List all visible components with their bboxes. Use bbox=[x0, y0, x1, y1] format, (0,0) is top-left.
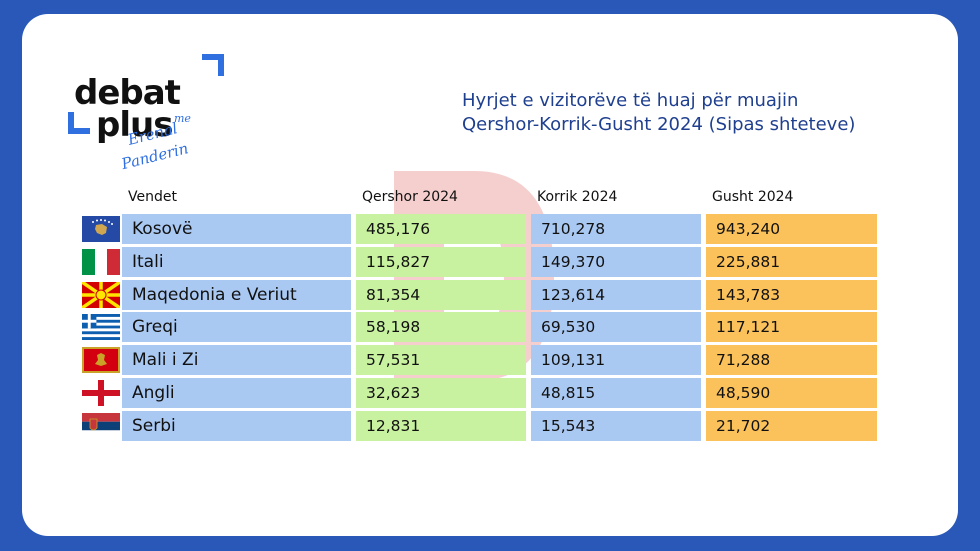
country-name: Maqedonia e Veriut bbox=[122, 279, 351, 310]
infographic-card: debat plus me Erenal Panderin Hyrjet e v… bbox=[22, 14, 958, 536]
italy-flag-icon bbox=[82, 248, 120, 275]
country-name: Angli bbox=[122, 378, 351, 408]
august-value: 117,121 bbox=[706, 312, 877, 343]
august-value: 71,288 bbox=[706, 345, 877, 376]
august-value: 943,240 bbox=[706, 214, 877, 244]
july-value: 123,614 bbox=[531, 279, 701, 310]
logo-bracket-icon bbox=[202, 54, 224, 76]
north-macedonia-flag-icon bbox=[82, 281, 120, 308]
logo-bracket-icon bbox=[68, 112, 90, 134]
kosovo-flag-icon bbox=[82, 216, 120, 242]
logo-word-plus: plus bbox=[96, 105, 173, 145]
june-value: 115,827 bbox=[356, 246, 526, 277]
july-value: 109,131 bbox=[531, 345, 701, 376]
chart-title: Hyrjet e vizitorëve të huaj për muajin Q… bbox=[462, 89, 922, 137]
montenegro-flag-icon bbox=[82, 347, 120, 374]
column-header-june: Qershor 2024 bbox=[362, 189, 458, 205]
country-name: Kosovë bbox=[122, 214, 351, 244]
logo-me: me bbox=[174, 112, 191, 125]
june-value: 32,623 bbox=[356, 378, 526, 408]
august-value: 143,783 bbox=[706, 279, 877, 310]
june-value: 57,531 bbox=[356, 345, 526, 376]
country-name: Itali bbox=[122, 246, 351, 277]
june-value: 81,354 bbox=[356, 279, 526, 310]
logo-word-debat: debat bbox=[74, 73, 181, 113]
england-flag-icon bbox=[82, 380, 120, 406]
column-header-july: Korrik 2024 bbox=[537, 189, 618, 205]
july-value: 149,370 bbox=[531, 246, 701, 277]
title-line-1: Hyrjet e vizitorëve të huaj për muajin bbox=[462, 90, 799, 111]
debat-plus-logo: debat plus me Erenal Panderin bbox=[68, 54, 268, 194]
august-value: 225,881 bbox=[706, 246, 877, 277]
serbia-flag-icon bbox=[82, 412, 120, 439]
june-value: 58,198 bbox=[356, 312, 526, 343]
greece-flag-icon bbox=[82, 314, 120, 341]
country-name: Greqi bbox=[122, 312, 351, 343]
june-value: 12,831 bbox=[356, 410, 526, 441]
country-name: Mali i Zi bbox=[122, 345, 351, 376]
column-header-country: Vendet bbox=[128, 189, 177, 205]
july-value: 710,278 bbox=[531, 214, 701, 244]
july-value: 15,543 bbox=[531, 410, 701, 441]
july-value: 48,815 bbox=[531, 378, 701, 408]
july-value: 69,530 bbox=[531, 312, 701, 343]
june-value: 485,176 bbox=[356, 214, 526, 244]
august-value: 48,590 bbox=[706, 378, 877, 408]
august-value: 21,702 bbox=[706, 410, 877, 441]
country-name: Serbi bbox=[122, 410, 351, 441]
column-header-august: Gusht 2024 bbox=[712, 189, 794, 205]
title-line-2: Qershor-Korrik-Gusht 2024 (Sipas shtetev… bbox=[462, 114, 856, 135]
